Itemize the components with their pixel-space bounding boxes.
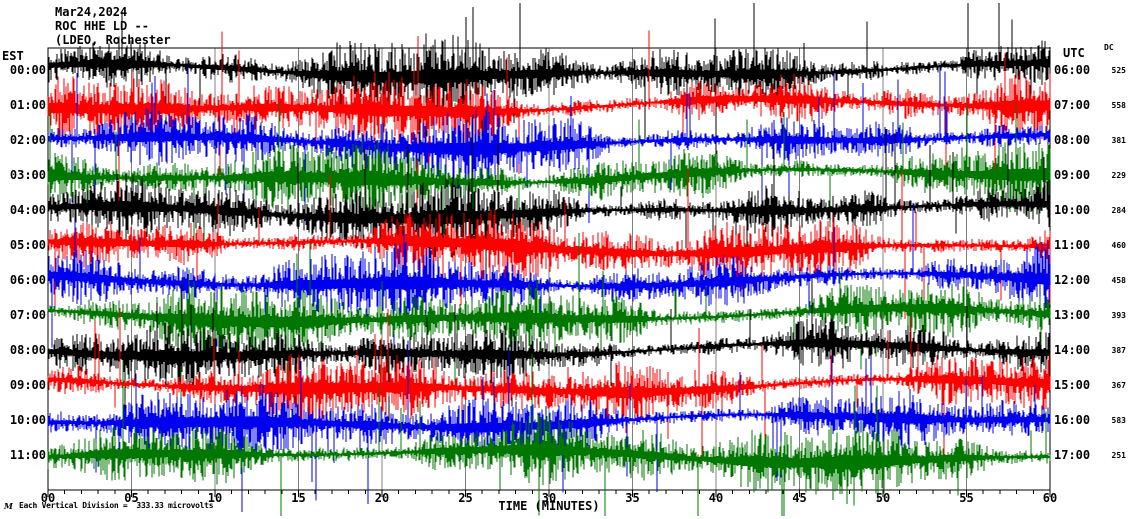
x-axis-tick-label: 45 [792,491,807,505]
dc-offset-value: 460 [1111,241,1126,250]
x-axis-tick-label: 10 [207,491,223,505]
utc-time-label: 16:00 [1054,413,1091,427]
x-axis-tick-label: 30 [541,491,557,505]
utc-time-label: 17:00 [1054,448,1091,462]
est-time-label: 01:00 [9,98,46,112]
x-axis-title: TIME (MINUTES) [498,499,600,513]
dc-offset-value: 458 [1111,276,1126,285]
dc-offset-value: 583 [1111,416,1126,425]
dc-column-header: DC [1104,43,1114,52]
dc-offset-value: 387 [1111,346,1126,355]
x-axis-tick-label: 40 [708,491,724,505]
dc-offset-value: 393 [1111,311,1126,320]
dc-offset-value: 367 [1111,381,1126,390]
est-time-label: 00:00 [9,63,46,77]
dc-offset-value: 251 [1111,451,1126,460]
utc-time-label: 12:00 [1054,273,1091,287]
utc-time-label: 06:00 [1054,63,1091,77]
x-axis-tick-label: 15 [291,491,306,505]
est-time-label: 06:00 [9,273,46,287]
dc-offset-value: 284 [1111,206,1126,215]
x-axis-tick-label: 50 [875,491,891,505]
dc-offset-value: 558 [1111,101,1126,110]
utc-time-label: 14:00 [1054,343,1091,357]
est-time-label: 02:00 [9,133,46,147]
x-axis-tick-label: 25 [458,491,473,505]
logo-mark: M [4,501,13,511]
utc-time-label: 08:00 [1054,133,1091,147]
utc-time-label: 15:00 [1054,378,1091,392]
est-time-label: 05:00 [9,238,46,252]
utc-timezone-header: UTC [1063,46,1085,60]
dc-offset-value: 381 [1111,136,1126,145]
utc-time-label: 09:00 [1054,168,1091,182]
x-axis-tick-label: 00 [40,491,56,505]
est-time-label: 09:00 [9,378,46,392]
est-time-label: 08:00 [9,343,46,357]
x-axis-tick-label: 60 [1042,491,1058,505]
dc-offset-value: 525 [1111,66,1126,75]
date-label: Mar24,2024 [55,5,128,19]
x-axis-tick-label: 35 [625,491,640,505]
est-time-label: 10:00 [9,413,46,427]
scale-note: Each Vertical Division = 333.33 microvol… [19,501,214,510]
utc-time-label: 13:00 [1054,308,1091,322]
utc-time-label: 11:00 [1054,238,1091,252]
station-label: ROC HHE LD -- [55,19,149,33]
utc-time-label: 10:00 [1054,203,1091,217]
x-axis-tick-label: 20 [374,491,390,505]
utc-time-label: 07:00 [1054,98,1091,112]
est-time-label: 07:00 [9,308,46,322]
dc-offset-value: 229 [1111,171,1126,180]
est-time-label: 03:00 [9,168,46,182]
est-time-label: 11:00 [9,448,46,462]
x-axis-tick-label: 05 [124,491,139,505]
est-timezone-header: EST [2,49,24,63]
x-axis-tick-label: 55 [959,491,974,505]
est-time-label: 04:00 [9,203,46,217]
